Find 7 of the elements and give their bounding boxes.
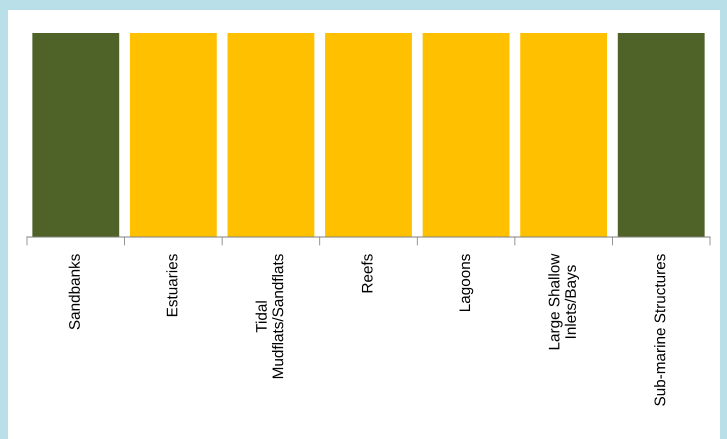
x-tick-label: Large Shallow Inlets/Bays [548,254,579,350]
x-tick-label: Sandbanks [68,254,80,330]
x-tick-label: Reefs [361,254,373,292]
x-tick-label: Tidal Mudflats/Sandflats [256,254,284,378]
x-tick-label: Lagoons [460,254,474,312]
x-tick-label: Estuaries [166,254,178,316]
x-tick-label: Sub-marine Structures [654,254,666,406]
